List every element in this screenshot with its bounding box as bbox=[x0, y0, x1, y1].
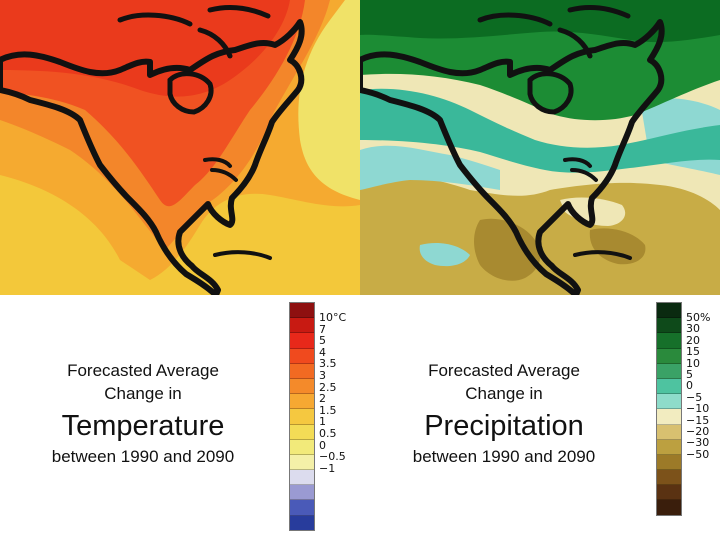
precipitation-legend-swatch bbox=[657, 378, 681, 395]
temperature-legend-swatch bbox=[290, 439, 314, 455]
temperature-legend-swatch bbox=[290, 485, 314, 501]
precipitation-legend-label: 0 bbox=[686, 379, 693, 393]
temperature-legend-label: −0.5 bbox=[319, 450, 346, 464]
precipitation-coastline-outline bbox=[360, 19, 665, 295]
temperature-legend-swatch bbox=[290, 500, 314, 516]
temperature-legend-label: 1 bbox=[319, 415, 326, 429]
precipitation-arctic-islands-outline bbox=[477, 5, 631, 59]
temperature-caption-range: between 1990 and 2090 bbox=[51, 447, 235, 466]
temperature-legend-swatch bbox=[290, 470, 314, 486]
precipitation-legend-label: −15 bbox=[686, 413, 710, 427]
precipitation-legend-swatch bbox=[657, 318, 681, 334]
precipitation-legend-swatch bbox=[657, 424, 681, 440]
precipitation-legend-swatch bbox=[657, 348, 681, 364]
precipitation-legend-label: −5 bbox=[686, 390, 703, 404]
temperature-hudson-bay-outline bbox=[167, 71, 214, 115]
temperature-legend-swatch bbox=[290, 409, 314, 425]
temperature-legend-label: 10°C bbox=[319, 311, 347, 324]
precipitation-caption-line1: Forecasted Average bbox=[428, 361, 580, 380]
precipitation-legend-swatches bbox=[656, 302, 682, 516]
precipitation-map bbox=[360, 0, 720, 295]
precipitation-legend-label: 50% bbox=[686, 311, 711, 324]
temperature-caribbean-outline bbox=[213, 250, 272, 260]
precipitation-legend-swatch bbox=[657, 409, 681, 425]
temperature-coastline-outline bbox=[0, 19, 305, 295]
temperature-caption-line2: Change in bbox=[104, 384, 182, 403]
temperature-legend-swatch bbox=[290, 424, 314, 440]
temperature-caption: Forecasted Average Change in Temperature… bbox=[28, 359, 258, 468]
temperature-legend-label: 0.5 bbox=[319, 426, 337, 440]
temperature-legend-swatch bbox=[290, 394, 314, 410]
precipitation-legend-label: 15 bbox=[686, 345, 700, 359]
precipitation-legend-label: −30 bbox=[686, 436, 710, 450]
temperature-great-lakes-outline bbox=[203, 157, 238, 182]
temperature-map bbox=[0, 0, 360, 295]
precipitation-great-lakes-outline bbox=[563, 157, 598, 182]
precipitation-legend-swatch bbox=[657, 303, 681, 319]
precipitation-legend-label: −10 bbox=[686, 402, 710, 416]
temperature-legend-swatch bbox=[290, 318, 314, 334]
precipitation-legend-label: 5 bbox=[686, 367, 693, 381]
temperature-legend-swatches bbox=[289, 302, 315, 531]
temperature-zone-pale-yellow bbox=[298, 0, 360, 200]
temperature-caption-line1: Forecasted Average bbox=[67, 361, 219, 380]
temperature-legend-swatch bbox=[290, 333, 314, 349]
temperature-legend-swatch bbox=[290, 378, 314, 395]
temperature-legend-label: 3 bbox=[319, 368, 326, 382]
precipitation-legend-swatch bbox=[657, 394, 681, 410]
temperature-zone-deep-red bbox=[0, 0, 290, 97]
temperature-legend-swatch bbox=[290, 363, 314, 379]
precipitation-legend-labels: 50% 30 20 15 10 5 0 −5 −10 −15 −20 −30 −50 bbox=[686, 312, 710, 460]
precipitation-caribbean-outline bbox=[573, 250, 632, 260]
precipitation-legend-swatch bbox=[657, 454, 681, 471]
precipitation-caption-title: Precipitation bbox=[424, 410, 584, 442]
precipitation-legend-label: 30 bbox=[686, 322, 700, 336]
temperature-legend-label: 2 bbox=[319, 392, 326, 406]
precipitation-zone-aqua bbox=[360, 98, 720, 267]
precipitation-caption-line2: Change in bbox=[465, 384, 543, 403]
temperature-legend-swatch bbox=[290, 515, 314, 530]
precipitation-zone-teal bbox=[360, 88, 720, 173]
precipitation-legend-swatch bbox=[657, 333, 681, 349]
precipitation-hudson-bay-outline bbox=[527, 71, 574, 115]
temperature-legend-swatch bbox=[290, 348, 314, 364]
temperature-map-graphic bbox=[0, 0, 360, 295]
temperature-legend-labels: 10°C 7 5 4 3.5 3 2.5 2 1.5 1 0.5 0 −0.5 −1 bbox=[319, 312, 346, 474]
temperature-legend-label: 1.5 bbox=[319, 403, 337, 417]
precipitation-legend-swatch bbox=[657, 500, 681, 515]
precipitation-legend-label: −20 bbox=[686, 424, 710, 438]
temperature-legend-label: 7 bbox=[319, 322, 326, 336]
precipitation-legend-swatch bbox=[657, 470, 681, 486]
temperature-caption-title: Temperature bbox=[61, 410, 225, 442]
precipitation-map-graphic bbox=[360, 0, 720, 295]
temperature-legend-label: 4 bbox=[319, 345, 326, 359]
temperature-legend-label: 0 bbox=[319, 438, 326, 452]
precipitation-legend-label: 20 bbox=[686, 333, 700, 347]
precipitation-legend-swatch bbox=[657, 439, 681, 455]
precipitation-legend-swatch bbox=[657, 485, 681, 501]
temperature-legend-label: 5 bbox=[319, 334, 326, 348]
precipitation-legend-label: 10 bbox=[686, 356, 700, 370]
temperature-legend-swatch bbox=[290, 303, 314, 319]
precipitation-legend-label: −50 bbox=[686, 447, 710, 461]
temperature-arctic-islands-outline bbox=[117, 5, 271, 59]
temperature-legend-label: 3.5 bbox=[319, 357, 337, 371]
temperature-legend-swatch bbox=[290, 454, 314, 471]
precipitation-caption-range: between 1990 and 2090 bbox=[412, 447, 596, 466]
temperature-legend-label: 2.5 bbox=[319, 380, 337, 394]
temperature-legend-label: −1 bbox=[319, 461, 336, 475]
precipitation-legend-swatch bbox=[657, 363, 681, 379]
precipitation-caption: Forecasted Average Change in Precipitati… bbox=[389, 359, 619, 468]
